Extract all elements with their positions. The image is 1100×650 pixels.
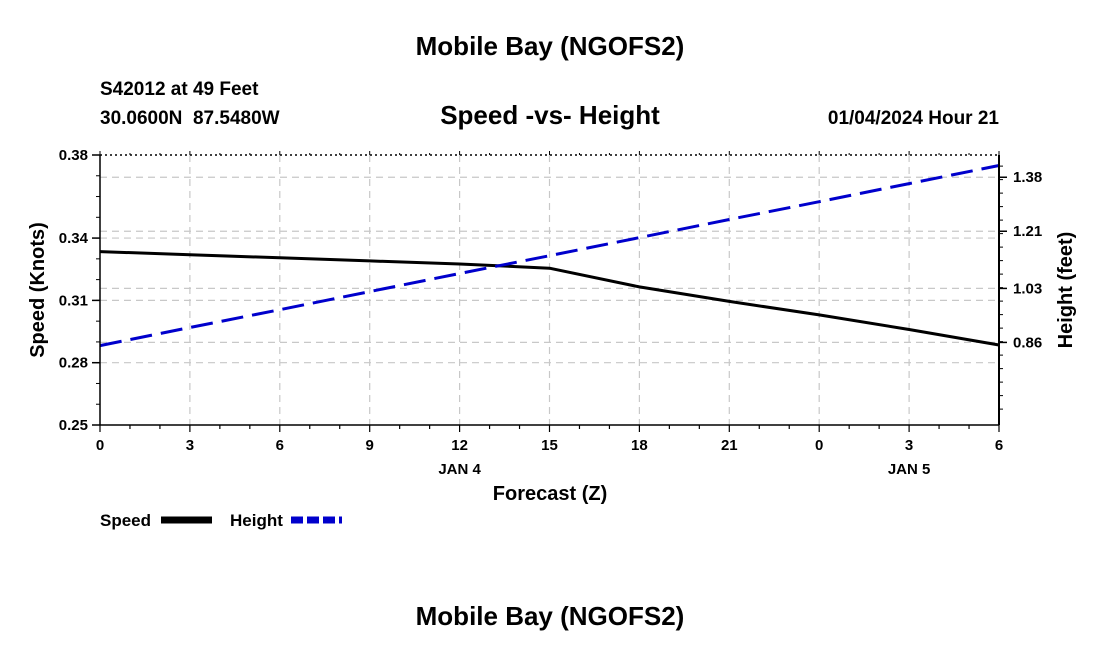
x-date-label: JAN 5 — [888, 461, 931, 478]
legend: Speed Height — [100, 511, 342, 530]
y-right-tick-label: 0.86 — [1013, 334, 1042, 351]
y-left-tick-label: 0.34 — [59, 230, 89, 247]
footer-title: Mobile Bay (NGOFS2) — [416, 601, 685, 631]
x-tick-label: 15 — [541, 437, 558, 454]
x-tick-label: 3 — [186, 437, 194, 454]
x-tick-label: 6 — [995, 437, 1003, 454]
x-tick-label: 21 — [721, 437, 738, 454]
station-label: S42012 at 49 Feet — [100, 79, 259, 100]
x-date-label: JAN 4 — [438, 461, 481, 478]
x-tick-label: 0 — [815, 437, 823, 454]
legend-height-label: Height — [230, 511, 283, 530]
chart-subtitle: Speed -vs- Height — [440, 100, 660, 130]
x-tick-label: 3 — [905, 437, 913, 454]
coordinates-label: 30.0600N 87.5480W — [100, 108, 280, 129]
y-right-tick-label: 1.38 — [1013, 169, 1042, 186]
legend-speed-label: Speed — [100, 511, 151, 530]
y-axis-right-label: Height (feet) — [1055, 232, 1077, 349]
y-right-tick-label: 1.21 — [1013, 223, 1042, 240]
y-right-tick-label: 1.03 — [1013, 280, 1042, 297]
tick-layer: 0 3 6 9 12 15 18 21 0 3 6 JAN 4 JAN 5 0.25 0.28 0.31 0.3… — [59, 147, 1042, 478]
y-axis-left-label: Speed (Knots) — [27, 222, 49, 358]
series-line-height — [99, 164, 1000, 348]
x-tick-label: 18 — [631, 437, 648, 454]
y-left-tick-label: 0.38 — [59, 147, 88, 164]
x-tick-label: 9 — [366, 437, 374, 454]
y-left-tick-label: 0.25 — [59, 417, 88, 434]
y-left-tick-label: 0.28 — [59, 355, 88, 372]
x-axis-label: Forecast (Z) — [493, 483, 607, 505]
x-tick-label: 12 — [451, 437, 468, 454]
grid — [100, 155, 999, 425]
x-tick-label: 0 — [96, 437, 104, 454]
series-layer — [99, 164, 1000, 348]
x-tick-label: 6 — [276, 437, 284, 454]
series-line-speed — [99, 250, 1000, 347]
datetime-label: 01/04/2024 Hour 21 — [828, 108, 1000, 129]
y-left-tick-label: 0.31 — [59, 292, 88, 309]
page-title: Mobile Bay (NGOFS2) — [416, 31, 685, 61]
